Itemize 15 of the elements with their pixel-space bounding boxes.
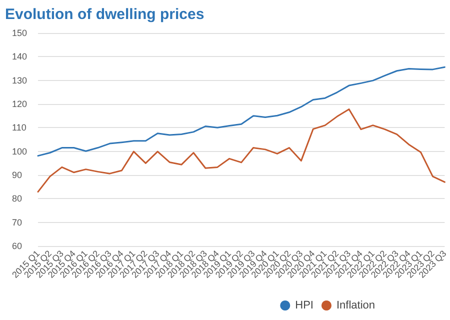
y-tick-label: 60 bbox=[12, 241, 22, 251]
y-tick-label: 120 bbox=[12, 99, 28, 109]
y-tick-label: 80 bbox=[12, 194, 22, 204]
line-series bbox=[37, 66, 446, 157]
legend-label: Inflation bbox=[336, 300, 376, 312]
y-tick-label: 150 bbox=[12, 28, 28, 38]
y-tick-label: 90 bbox=[12, 170, 22, 180]
y-tick-label: 110 bbox=[12, 122, 26, 133]
y-tick-label: 100 bbox=[12, 146, 28, 156]
legend-label: HPI bbox=[295, 300, 314, 312]
y-tick-label: 70 bbox=[12, 217, 22, 228]
y-tick-label: 130 bbox=[12, 75, 28, 86]
chart-title: Evolution of dwelling prices bbox=[5, 6, 204, 23]
y-tick-label: 140 bbox=[12, 52, 28, 62]
line-series bbox=[37, 108, 446, 193]
